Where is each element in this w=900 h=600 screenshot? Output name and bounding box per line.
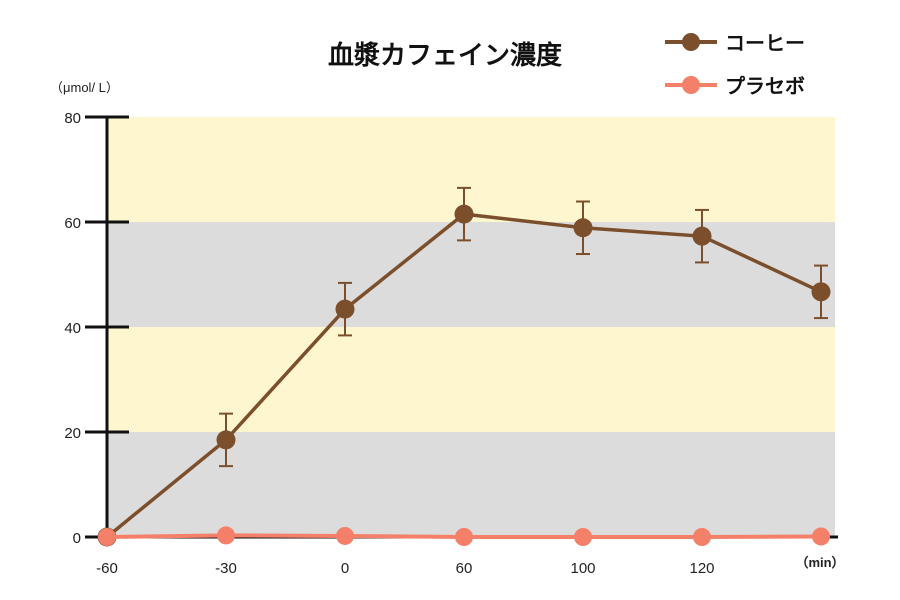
data-point [692,226,712,246]
x-tick-label: 0 [341,560,349,577]
data-point [455,528,473,546]
series-0 [97,186,831,547]
background-band [107,432,835,537]
legend-marker-placebo [682,76,700,94]
data-point [335,299,355,319]
x-tick-label: -30 [215,560,237,577]
data-point [574,528,592,546]
data-point [336,526,354,545]
y-tick-label: 80 [64,110,81,127]
y-tick-label: 60 [64,215,81,232]
y-tick-label: 20 [64,425,81,442]
data-point [216,430,236,450]
data-point [454,204,474,224]
x-axis-label: （min） [795,555,844,570]
y-tick-label: 40 [64,320,81,337]
legend: コーヒー プラセボ [665,31,805,98]
data-point [811,282,831,302]
legend-label-placebo: プラセボ [725,74,805,98]
y-tick-label: 0 [73,530,81,547]
y-axis-label: （μmol/ L） [50,80,119,95]
data-point [573,218,593,238]
data-point [217,526,235,545]
x-tick-label: 60 [456,560,473,577]
background-band [107,222,835,327]
background-band [107,327,835,432]
data-point [98,528,116,546]
legend-marker-coffee [682,33,700,51]
x-tick-label: -60 [96,560,118,577]
x-tick-label: 100 [570,560,595,577]
series-1 [98,526,830,546]
legend-label-coffee: コーヒー [725,31,805,55]
chart-title: 血漿カフェイン濃度 [328,40,562,71]
data-point [693,528,711,546]
background-band [107,117,835,222]
x-tick-label: 120 [689,560,714,577]
data-point [812,527,830,546]
